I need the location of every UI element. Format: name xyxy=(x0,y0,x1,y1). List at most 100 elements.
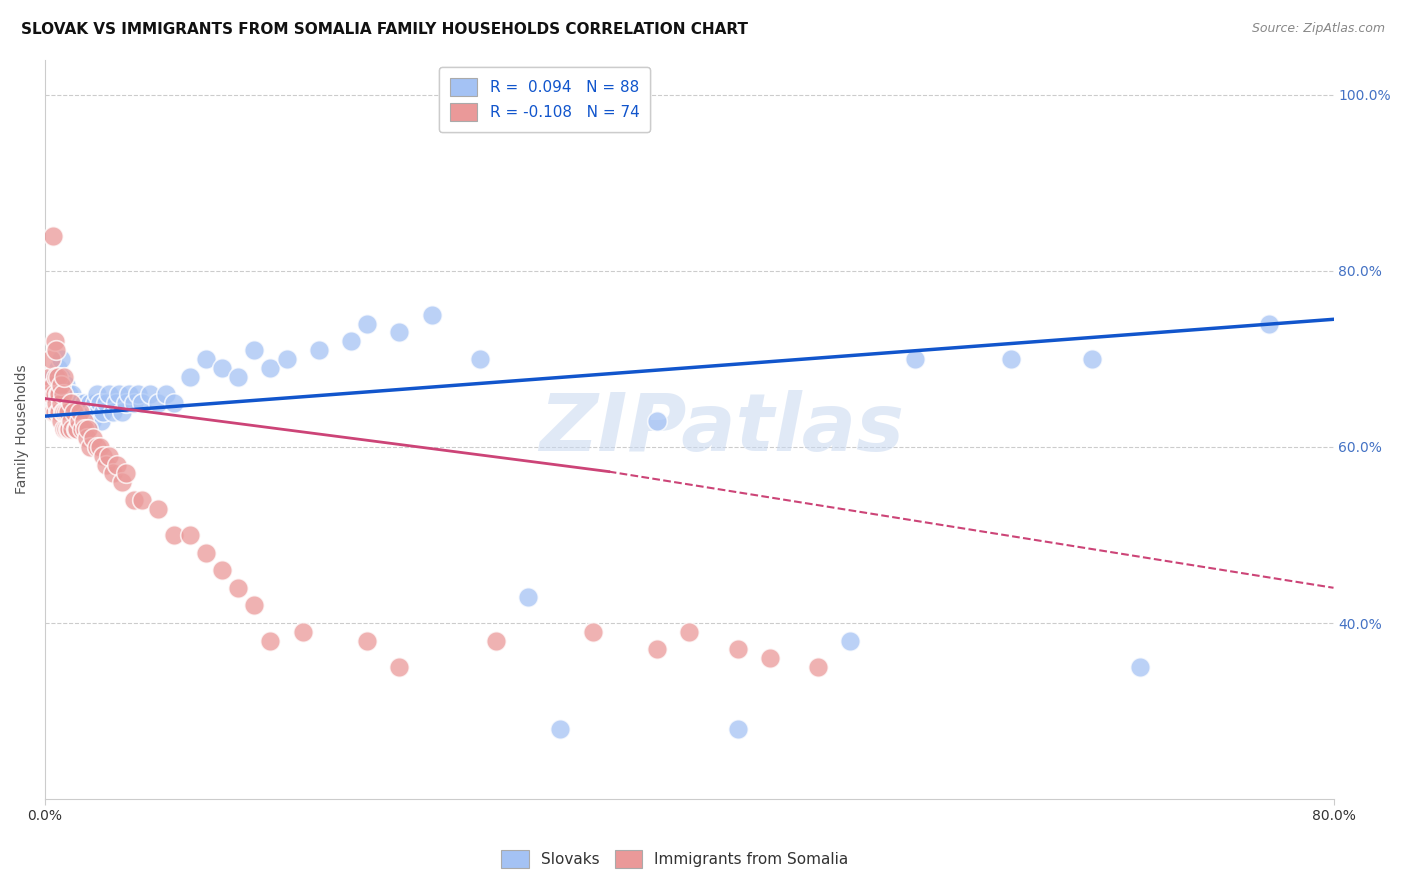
Point xyxy=(41,387,63,401)
Point xyxy=(69,413,91,427)
Point xyxy=(79,396,101,410)
Point xyxy=(243,343,266,357)
Point xyxy=(53,422,76,436)
Point xyxy=(91,449,114,463)
Point xyxy=(59,413,82,427)
Point xyxy=(485,633,508,648)
Point xyxy=(420,308,443,322)
Point xyxy=(58,405,80,419)
Point xyxy=(72,396,94,410)
Point xyxy=(75,422,97,436)
Point xyxy=(45,396,67,410)
Point xyxy=(55,378,77,392)
Point xyxy=(388,660,411,674)
Point xyxy=(48,405,70,419)
Point xyxy=(46,378,69,392)
Point xyxy=(72,413,94,427)
Point xyxy=(75,422,97,436)
Point xyxy=(111,405,134,419)
Point xyxy=(48,387,70,401)
Point xyxy=(211,360,233,375)
Point xyxy=(60,422,83,436)
Point xyxy=(1129,660,1152,674)
Point xyxy=(42,387,65,401)
Point xyxy=(49,405,72,419)
Point xyxy=(90,413,112,427)
Point xyxy=(122,492,145,507)
Point xyxy=(86,387,108,401)
Point xyxy=(63,405,86,419)
Point xyxy=(59,396,82,410)
Point xyxy=(89,440,111,454)
Point xyxy=(49,387,72,401)
Point xyxy=(226,369,249,384)
Point xyxy=(67,396,90,410)
Text: Source: ZipAtlas.com: Source: ZipAtlas.com xyxy=(1251,22,1385,36)
Point xyxy=(53,405,76,419)
Point xyxy=(79,440,101,454)
Point xyxy=(82,405,104,419)
Point xyxy=(727,642,749,657)
Point xyxy=(49,413,72,427)
Point xyxy=(138,387,160,401)
Point xyxy=(53,369,76,384)
Point xyxy=(53,387,76,401)
Point xyxy=(211,563,233,577)
Point xyxy=(52,396,75,410)
Point xyxy=(80,413,103,427)
Point xyxy=(38,369,60,384)
Point xyxy=(101,405,124,419)
Point xyxy=(55,396,77,410)
Point xyxy=(69,405,91,419)
Point xyxy=(226,581,249,595)
Point xyxy=(76,431,98,445)
Point xyxy=(96,396,118,410)
Point xyxy=(49,351,72,366)
Point xyxy=(243,599,266,613)
Point xyxy=(45,387,67,401)
Y-axis label: Family Households: Family Households xyxy=(15,365,30,494)
Point xyxy=(163,396,186,410)
Point xyxy=(44,396,66,410)
Point xyxy=(45,405,67,419)
Point xyxy=(75,405,97,419)
Point xyxy=(259,360,281,375)
Point xyxy=(83,396,105,410)
Point xyxy=(89,396,111,410)
Point xyxy=(53,405,76,419)
Point xyxy=(645,642,668,657)
Point xyxy=(678,624,700,639)
Point xyxy=(56,405,79,419)
Point xyxy=(44,378,66,392)
Point xyxy=(66,405,89,419)
Text: SLOVAK VS IMMIGRANTS FROM SOMALIA FAMILY HOUSEHOLDS CORRELATION CHART: SLOVAK VS IMMIGRANTS FROM SOMALIA FAMILY… xyxy=(21,22,748,37)
Point xyxy=(517,590,540,604)
Point xyxy=(98,449,121,463)
Point xyxy=(308,343,330,357)
Point xyxy=(131,396,153,410)
Point xyxy=(146,396,169,410)
Point xyxy=(55,422,77,436)
Point xyxy=(107,458,129,472)
Point xyxy=(839,633,862,648)
Point xyxy=(108,387,131,401)
Point xyxy=(111,475,134,490)
Point xyxy=(77,405,100,419)
Point xyxy=(77,422,100,436)
Point xyxy=(259,633,281,648)
Point xyxy=(276,351,298,366)
Point xyxy=(46,360,69,375)
Point xyxy=(46,387,69,401)
Point xyxy=(104,396,127,410)
Point xyxy=(65,405,87,419)
Point xyxy=(114,467,136,481)
Point xyxy=(41,351,63,366)
Point xyxy=(65,422,87,436)
Text: ZIPatlas: ZIPatlas xyxy=(538,391,904,468)
Point xyxy=(356,317,378,331)
Point xyxy=(114,396,136,410)
Point xyxy=(49,396,72,410)
Legend: R =  0.094   N = 88, R = -0.108   N = 74: R = 0.094 N = 88, R = -0.108 N = 74 xyxy=(439,67,650,131)
Point xyxy=(49,369,72,384)
Point xyxy=(127,387,149,401)
